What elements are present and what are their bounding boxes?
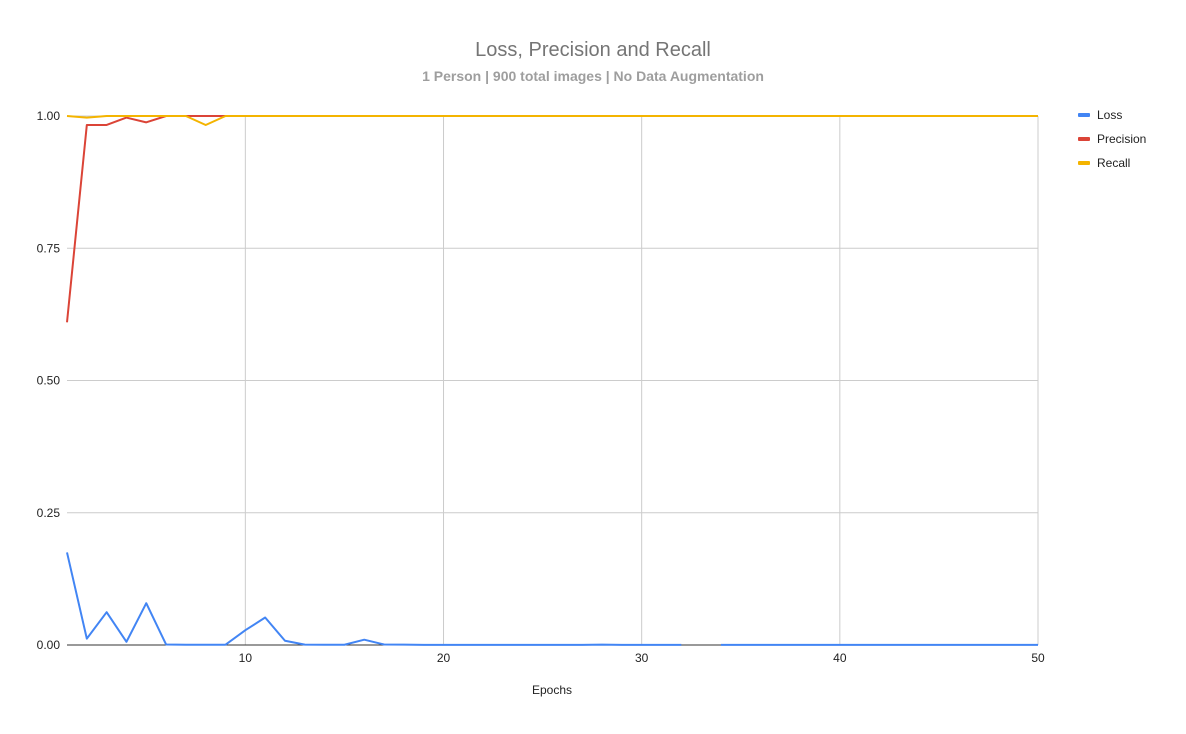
legend-swatch-recall (1078, 161, 1090, 165)
y-tick-label: 0.25 (37, 506, 61, 520)
series-line-recall (66, 115, 1038, 126)
y-tick-label: 0.75 (37, 241, 61, 255)
y-tick-label: 1.00 (37, 109, 61, 123)
series-line-precision (66, 115, 1038, 323)
legend-swatch-loss (1078, 113, 1090, 117)
y-axis-ticks: 0.00 0.25 0.50 0.75 1.00 (37, 109, 61, 652)
gridlines (67, 115, 1039, 646)
x-tick-label: 30 (635, 651, 649, 665)
y-tick-label: 0.50 (37, 374, 61, 388)
legend-label-precision: Precision (1097, 132, 1146, 146)
x-tick-label: 40 (833, 651, 847, 665)
chart-subtitle: 1 Person | 900 total images | No Data Au… (422, 68, 764, 84)
legend: Loss Precision Recall (1078, 108, 1146, 170)
x-axis-title: Epochs (532, 683, 572, 697)
chart-title: Loss, Precision and Recall (475, 39, 711, 61)
x-axis-ticks: 10 20 30 40 50 (239, 651, 1045, 665)
x-tick-label: 20 (437, 651, 451, 665)
legend-label-recall: Recall (1097, 156, 1130, 170)
x-tick-label: 50 (1031, 651, 1045, 665)
y-tick-label: 0.00 (37, 638, 61, 652)
legend-label-loss: Loss (1097, 108, 1122, 122)
series-line-loss (66, 552, 1038, 646)
x-tick-label: 10 (239, 651, 253, 665)
legend-swatch-precision (1078, 137, 1090, 141)
series-lines (66, 115, 1038, 646)
